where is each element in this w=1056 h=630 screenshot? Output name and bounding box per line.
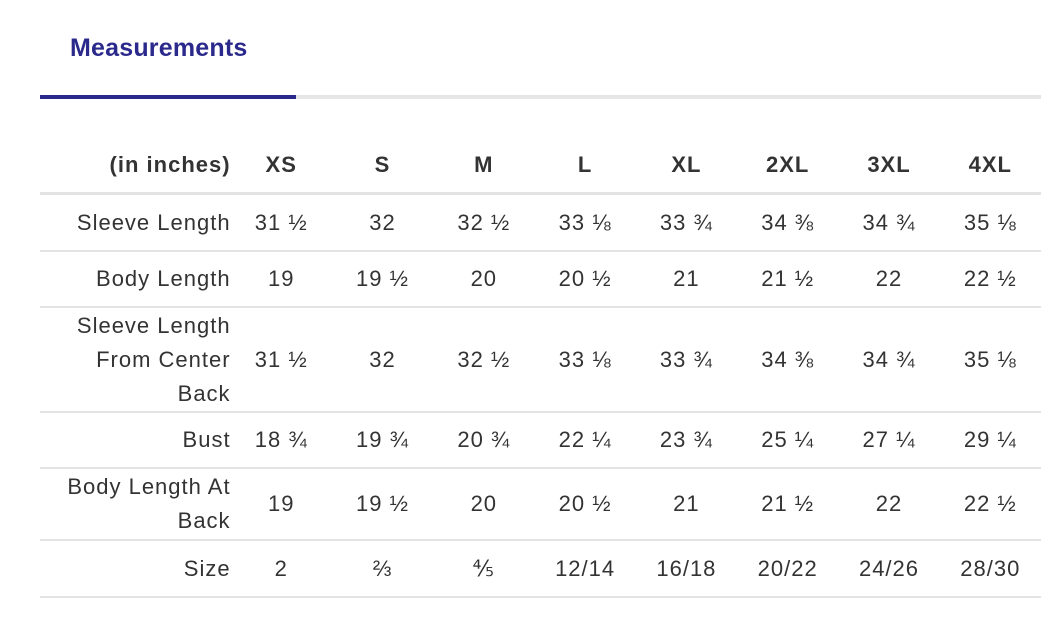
table-row: Size 2 ⅔ ⅘ 12/14 16/18 20/22 24/26 28/30 xyxy=(40,540,1041,598)
table-cell: 2 xyxy=(230,540,332,598)
table-cell: 34 ⅜ xyxy=(737,307,839,413)
table-cell: 21 ½ xyxy=(737,468,839,541)
table-row: Body Length At Back 19 19 ½ 20 20 ½ 21 2… xyxy=(40,468,1041,541)
table-cell: 34 ¾ xyxy=(838,307,940,413)
size-header: M xyxy=(433,138,535,195)
table-cell: 32 ½ xyxy=(433,307,535,413)
size-header: L xyxy=(534,138,636,195)
table-cell: 22 ½ xyxy=(939,468,1041,541)
table-cell: 32 ½ xyxy=(433,193,535,252)
table-cell: 21 xyxy=(635,251,738,308)
unit-header: (in inches) xyxy=(40,138,231,195)
table-row: Body Length 19 19 ½ 20 20 ½ 21 21 ½ 22 2… xyxy=(40,251,1041,308)
table-cell: 22 xyxy=(838,468,940,541)
table-cell: 25 ¼ xyxy=(737,412,839,469)
table-cell: 35 ⅛ xyxy=(939,307,1041,413)
size-header: 4XL xyxy=(939,138,1041,195)
table-cell: 29 ¼ xyxy=(939,412,1041,469)
table-cell: 24/26 xyxy=(838,540,940,598)
tab-measurements[interactable]: Measurements xyxy=(70,34,248,62)
row-label-text: Sleeve Length xyxy=(76,209,231,235)
table-row: Sleeve Length From Center Back 31 ½ 32 3… xyxy=(40,307,1041,413)
table-cell: 19 xyxy=(230,251,332,308)
measurements-table: (in inches) XS S M L XL 2XL 3XL 4XL Slee… xyxy=(40,138,1041,598)
row-label: Body Length At Back xyxy=(40,468,231,541)
table-cell: 33 ⅛ xyxy=(534,193,636,252)
size-header: 2XL xyxy=(737,138,839,195)
table-cell: 31 ½ xyxy=(230,193,332,252)
table-cell: 35 ⅛ xyxy=(939,193,1041,252)
row-label: Size xyxy=(40,540,231,598)
table-cell: 33 ¾ xyxy=(635,193,738,252)
table-cell: 20 xyxy=(433,251,535,308)
row-label: Bust xyxy=(40,412,231,469)
table-cell: 22 ¼ xyxy=(534,412,636,469)
table-cell: ⅘ xyxy=(433,540,535,598)
table-cell: 21 xyxy=(635,468,738,541)
table-cell: 33 ⅛ xyxy=(534,307,636,413)
row-label-text: Sleeve Length From Center Back xyxy=(76,312,231,406)
table-cell: 18 ¾ xyxy=(230,412,332,469)
table-cell: 20 ¾ xyxy=(433,412,535,469)
table-cell: 33 ¾ xyxy=(635,307,738,413)
table-cell: 28/30 xyxy=(939,540,1041,598)
table-cell: 22 ½ xyxy=(939,251,1041,308)
tab-active-indicator xyxy=(40,95,296,99)
table-cell: 19 ½ xyxy=(331,251,434,308)
table-cell: 34 ¾ xyxy=(838,193,940,252)
row-label-text: Bust xyxy=(182,427,231,452)
table-cell: 34 ⅜ xyxy=(737,193,839,252)
table-cell: 16/18 xyxy=(635,540,738,598)
table-cell: 19 ¾ xyxy=(331,412,434,469)
table-cell: 19 ½ xyxy=(331,468,434,541)
table-cell: 32 xyxy=(331,307,434,413)
table-cell: 19 xyxy=(230,468,332,541)
table-cell: 20/22 xyxy=(737,540,839,598)
row-label-text: Size xyxy=(183,555,231,581)
table-cell: ⅔ xyxy=(331,540,434,598)
table-cell: 20 ½ xyxy=(534,468,636,541)
tab-bar: Measurements xyxy=(40,0,1041,100)
table-cell: 21 ½ xyxy=(737,251,839,308)
table-cell: 27 ¼ xyxy=(838,412,940,469)
size-header: 3XL xyxy=(838,138,940,195)
table-cell: 22 xyxy=(838,251,940,308)
table-cell: 12/14 xyxy=(534,540,636,598)
size-header: XL xyxy=(635,138,738,195)
size-header: XS xyxy=(230,138,332,195)
row-label: Sleeve Length xyxy=(40,193,231,252)
table-cell: 23 ¾ xyxy=(635,412,738,469)
table-cell: 32 xyxy=(331,193,434,252)
table-cell: 20 xyxy=(433,468,535,541)
size-header: S xyxy=(331,138,434,195)
table-row: Bust 18 ¾ 19 ¾ 20 ¾ 22 ¼ 23 ¾ 25 ¼ 27 ¼ … xyxy=(40,412,1041,469)
row-label-text: Body Length At Back xyxy=(67,474,231,533)
tab-track xyxy=(40,95,1041,99)
row-label: Sleeve Length From Center Back xyxy=(40,307,231,413)
table-cell: 20 ½ xyxy=(534,251,636,308)
table-header-row: (in inches) XS S M L XL 2XL 3XL 4XL xyxy=(40,138,1041,195)
table-cell: 31 ½ xyxy=(230,307,332,413)
row-label-text: Body Length xyxy=(96,266,231,291)
row-label: Body Length xyxy=(40,251,231,308)
table-row: Sleeve Length 31 ½ 32 32 ½ 33 ⅛ 33 ¾ 34 … xyxy=(40,193,1041,252)
